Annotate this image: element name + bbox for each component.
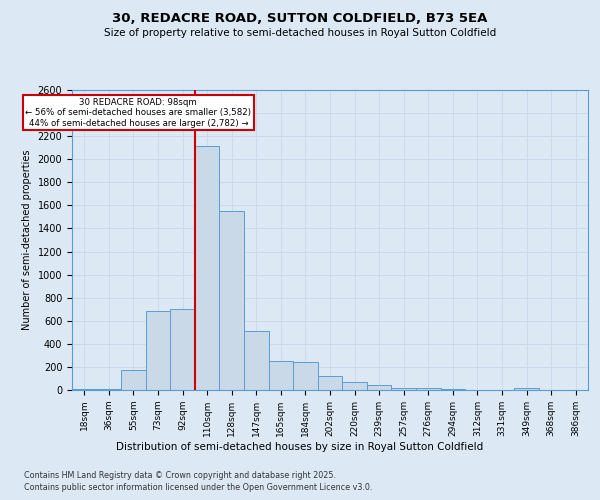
Text: Distribution of semi-detached houses by size in Royal Sutton Coldfield: Distribution of semi-detached houses by …	[116, 442, 484, 452]
Bar	[514, 388, 539, 390]
Text: Contains HM Land Registry data © Crown copyright and database right 2025.: Contains HM Land Registry data © Crown c…	[24, 471, 336, 480]
Text: Size of property relative to semi-detached houses in Royal Sutton Coldfield: Size of property relative to semi-detach…	[104, 28, 496, 38]
Bar	[244, 331, 269, 390]
Bar	[293, 362, 318, 390]
Bar	[269, 361, 293, 390]
Bar	[342, 382, 367, 390]
Bar	[220, 211, 244, 390]
Y-axis label: Number of semi-detached properties: Number of semi-detached properties	[22, 150, 32, 330]
Bar	[121, 370, 146, 390]
Bar	[416, 388, 440, 390]
Text: Contains public sector information licensed under the Open Government Licence v3: Contains public sector information licen…	[24, 484, 373, 492]
Bar	[367, 386, 391, 390]
Text: 30 REDACRE ROAD: 98sqm
← 56% of semi-detached houses are smaller (3,582)
44% of : 30 REDACRE ROAD: 98sqm ← 56% of semi-det…	[25, 98, 251, 128]
Bar	[170, 309, 195, 390]
Bar	[391, 388, 416, 390]
Bar	[195, 146, 220, 390]
Bar	[146, 311, 170, 390]
Bar	[318, 376, 342, 390]
Text: 30, REDACRE ROAD, SUTTON COLDFIELD, B73 5EA: 30, REDACRE ROAD, SUTTON COLDFIELD, B73 …	[112, 12, 488, 26]
